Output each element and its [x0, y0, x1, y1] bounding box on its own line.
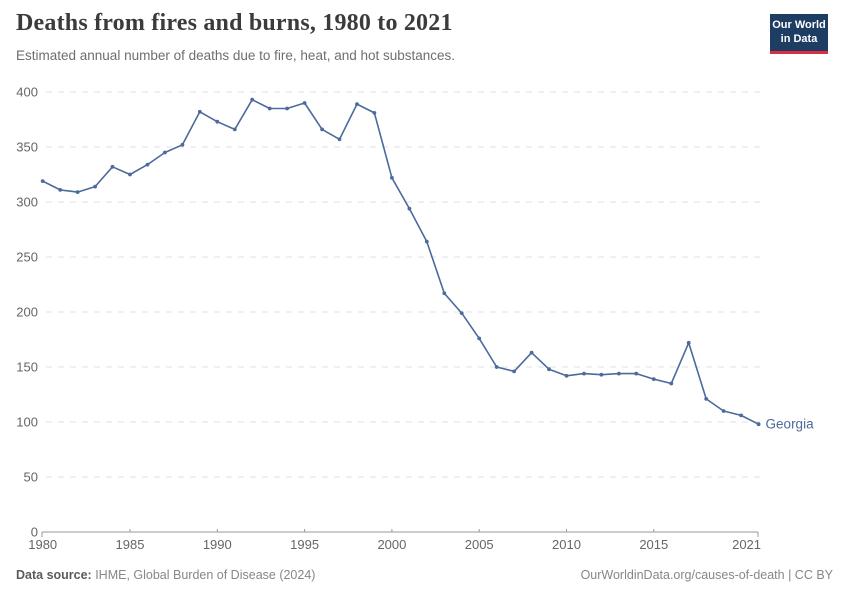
x-tick-label: 2021 [732, 537, 761, 552]
data-point[interactable] [407, 206, 412, 211]
owid-logo-line2: in Data [780, 32, 818, 45]
data-point[interactable] [669, 381, 674, 386]
data-point[interactable] [529, 350, 534, 355]
data-point[interactable] [40, 179, 45, 183]
data-point[interactable] [704, 397, 709, 401]
y-tick-label: 100 [16, 415, 38, 430]
x-tick-label: 1980 [28, 537, 57, 552]
y-tick-label: 400 [16, 85, 38, 100]
x-tick-label: 2000 [377, 537, 406, 552]
data-point[interactable] [180, 142, 185, 147]
data-point[interactable] [320, 127, 324, 132]
data-point[interactable] [756, 422, 761, 427]
data-point[interactable] [372, 111, 377, 115]
data-point[interactable] [93, 184, 97, 189]
data-source-label: Data source: [16, 568, 92, 582]
x-tick-label: 1995 [290, 537, 319, 552]
data-point[interactable] [145, 162, 150, 167]
data-point[interactable] [267, 106, 272, 111]
page-title: Deaths from fires and burns, 1980 to 202… [16, 10, 453, 36]
y-tick-label: 350 [16, 140, 38, 155]
data-point[interactable] [110, 164, 115, 169]
y-tick-label: 150 [16, 360, 38, 375]
data-point[interactable] [250, 97, 255, 102]
data-point[interactable] [582, 371, 586, 376]
x-tick-label: 2005 [465, 537, 494, 552]
data-point[interactable] [215, 119, 220, 124]
data-point[interactable] [390, 175, 394, 180]
data-point[interactable] [721, 409, 726, 413]
data-point[interactable] [739, 413, 743, 418]
data-point[interactable] [232, 127, 237, 132]
data-point[interactable] [634, 371, 639, 376]
x-tick-label: 1985 [116, 537, 145, 552]
y-tick-label: 250 [16, 250, 38, 265]
data-point[interactable] [651, 377, 656, 381]
data-point[interactable] [285, 106, 289, 111]
y-tick-label: 0 [31, 525, 38, 540]
data-point[interactable] [512, 369, 516, 374]
chart-subtitle: Estimated annual number of deaths due to… [16, 48, 456, 63]
data-point[interactable] [302, 101, 307, 105]
data-point[interactable] [477, 336, 482, 341]
data-source-text: IHME, Global Burden of Disease (2024) [91, 568, 316, 582]
y-tick-label: 200 [16, 305, 38, 320]
x-tick-label: 2010 [552, 537, 581, 552]
data-point[interactable] [58, 188, 63, 192]
data-point[interactable] [442, 291, 447, 296]
y-tick-label: 50 [24, 470, 38, 485]
data-source: Data source: IHME, Global Burden of Dise… [16, 568, 315, 582]
data-point[interactable] [617, 371, 621, 376]
owid-logo-line1: Our World [772, 19, 826, 31]
chart-footer: Data source: IHME, Global Burden of Dise… [16, 568, 833, 582]
data-point[interactable] [599, 372, 604, 377]
data-point[interactable] [163, 150, 167, 155]
data-point[interactable] [424, 239, 429, 244]
data-line[interactable] [41, 98, 760, 426]
x-tick-label: 1990 [203, 537, 232, 552]
data-point[interactable] [494, 365, 499, 369]
license-link[interactable]: OurWorldinData.org/causes-of-death | CC … [580, 568, 833, 582]
series-label: Georgia [766, 417, 815, 432]
y-tick-label: 300 [16, 195, 38, 210]
data-point[interactable] [459, 311, 464, 315]
data-point[interactable] [337, 137, 342, 142]
data-point[interactable] [197, 109, 202, 114]
data-point[interactable] [75, 190, 80, 194]
owid-logo: Our World in Data [770, 14, 828, 54]
line-chart[interactable]: 0 50 100 150 200 250 300 350 400 1980 1985 1990 1995… [0, 80, 850, 565]
data-point[interactable] [547, 367, 551, 372]
data-point[interactable] [686, 340, 691, 345]
x-tick-label: 2015 [639, 537, 668, 552]
data-point[interactable] [564, 373, 569, 378]
data-point[interactable] [128, 172, 132, 177]
data-point[interactable] [355, 102, 359, 106]
